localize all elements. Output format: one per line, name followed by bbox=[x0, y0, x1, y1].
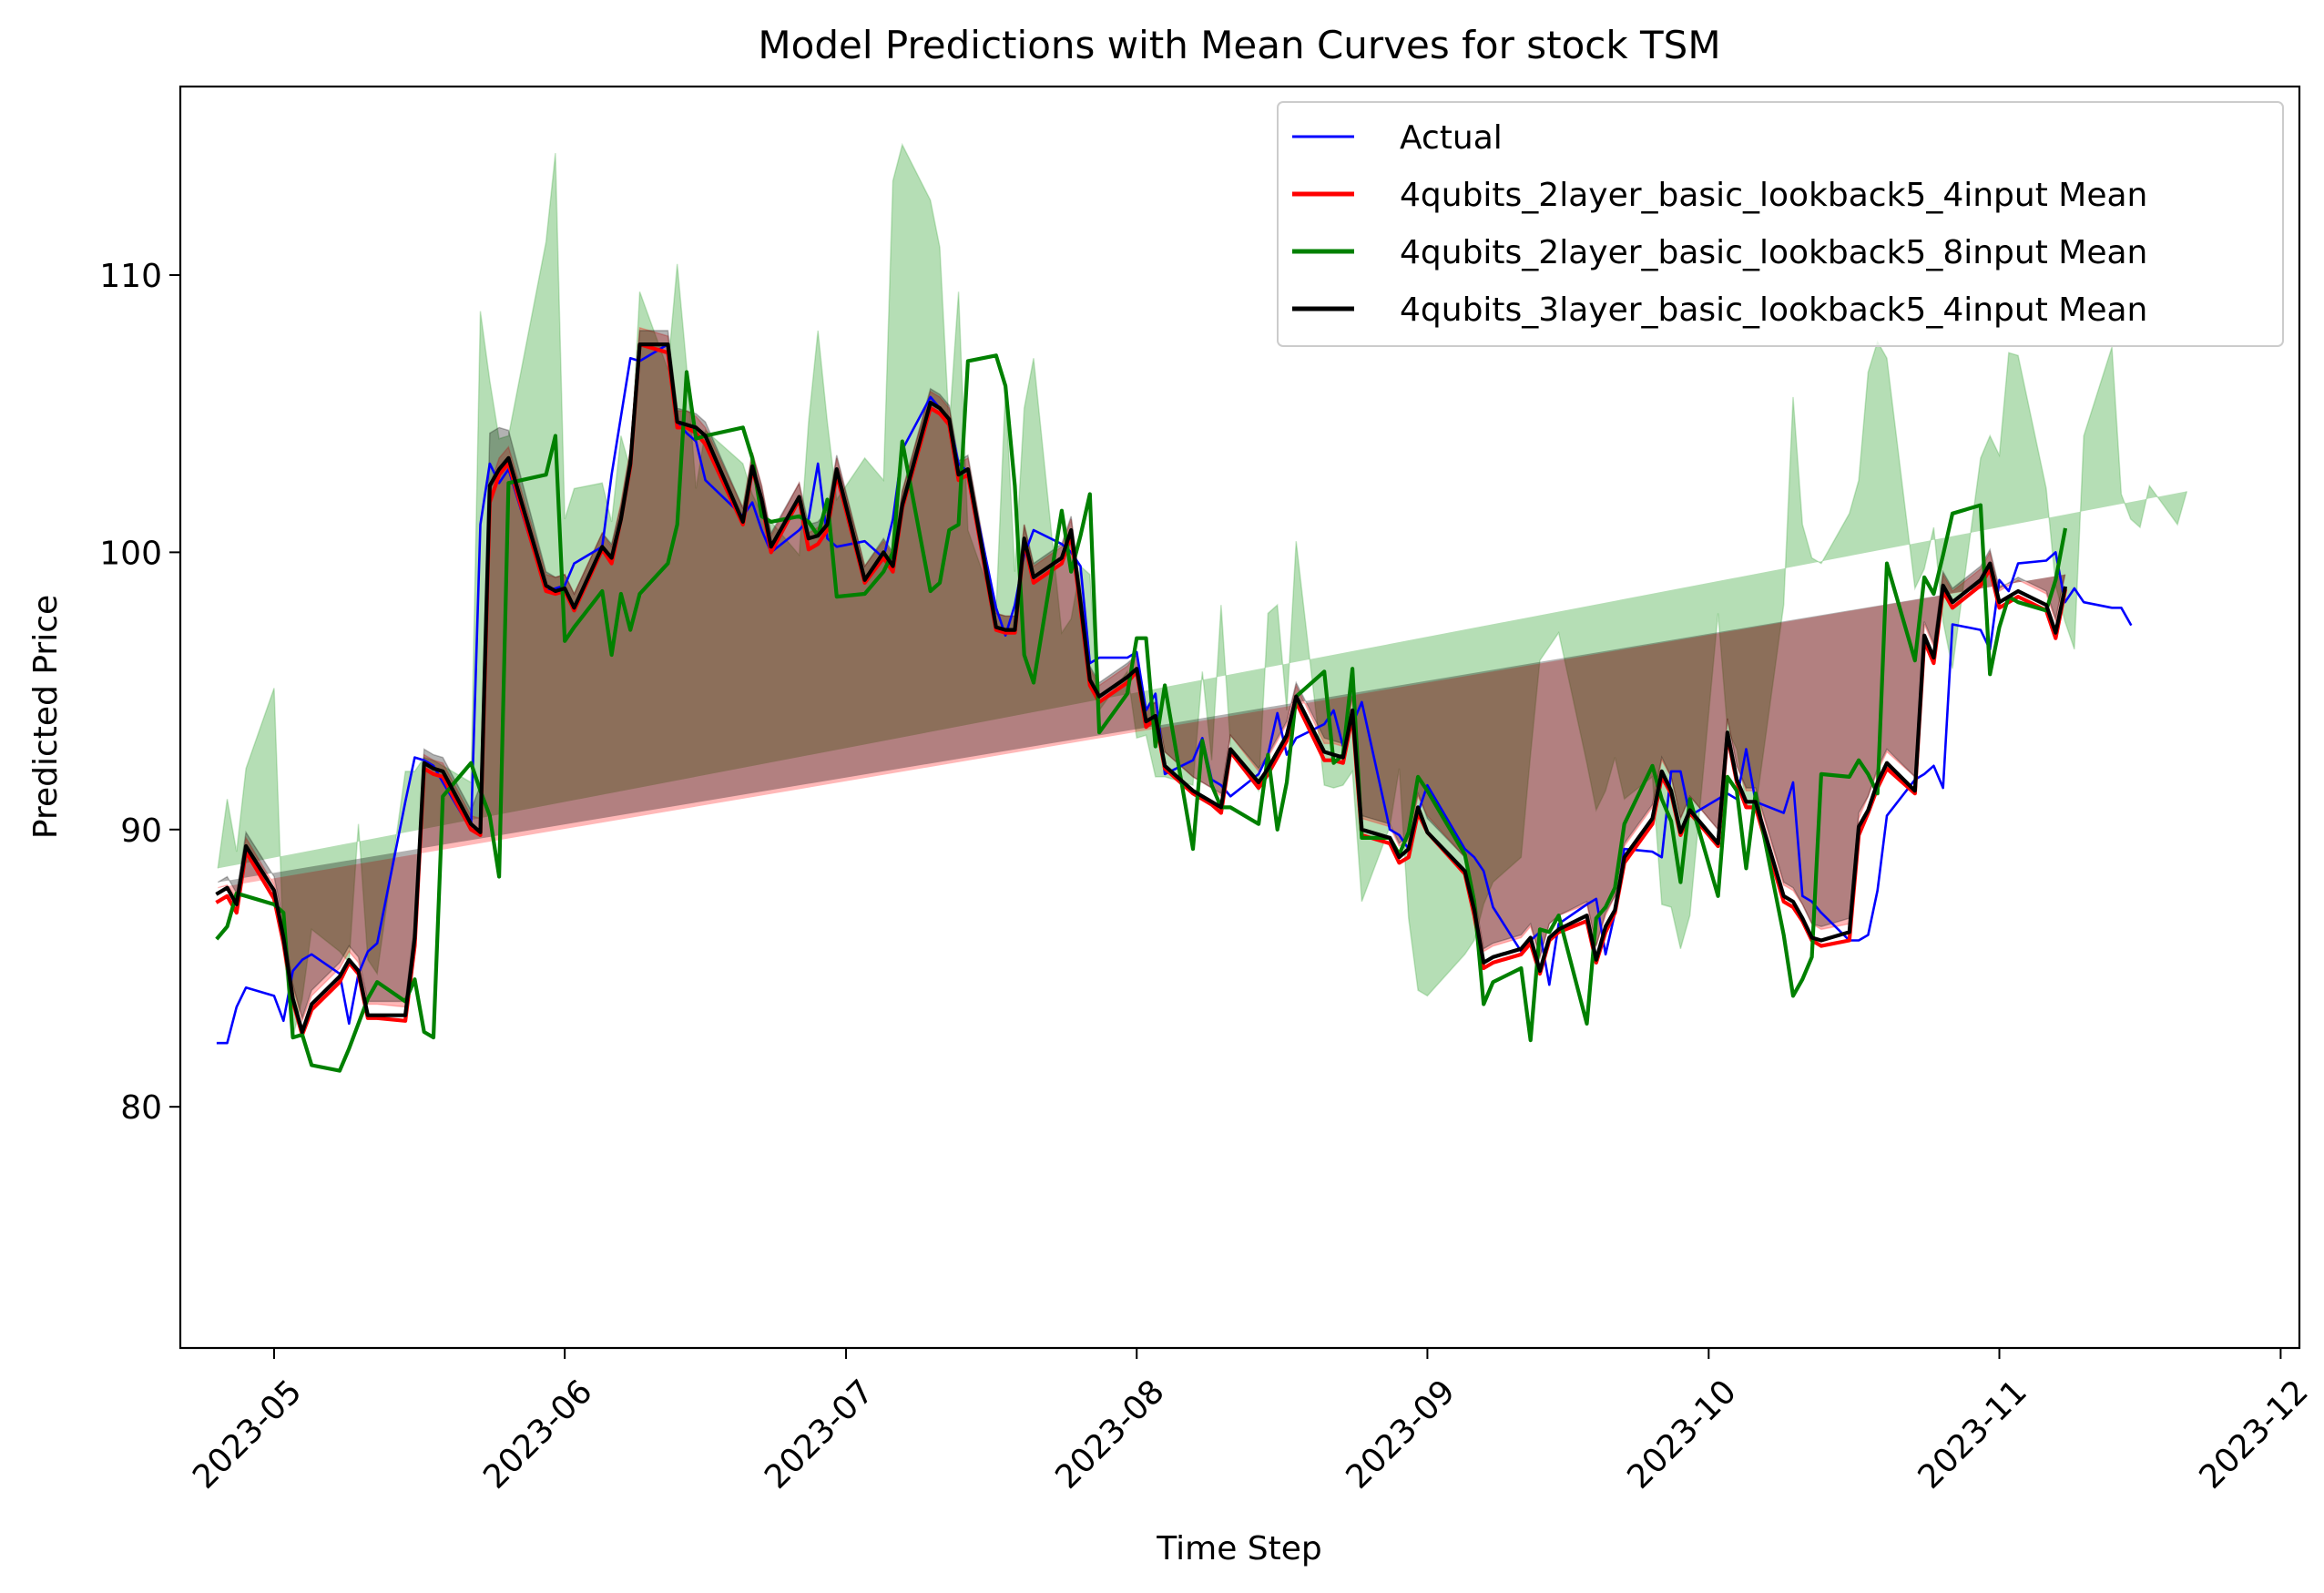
x-tick-label: 2023-12 bbox=[2193, 1373, 2316, 1496]
series-line-3 bbox=[215, 342, 2068, 1035]
y-tick-label: 90 bbox=[120, 812, 162, 850]
x-tick-label: 2023-09 bbox=[1340, 1373, 1463, 1496]
y-axis: 80 90 100 110 bbox=[99, 258, 180, 1127]
legend-label-2: 4qubits_2layer_basic_lookback5_8input Me… bbox=[1400, 234, 2147, 271]
chart-title: Model Predictions with Mean Curves for s… bbox=[758, 23, 1720, 67]
x-axis-label: Time Step bbox=[1156, 1530, 1322, 1567]
y-axis-label: Predicted Price bbox=[27, 595, 65, 839]
x-axis: 2023-05 2023-06 2023-07 2023-08 2023-09 2023-… bbox=[186, 1348, 2316, 1496]
x-tick-label: 2023-07 bbox=[758, 1373, 881, 1496]
legend-label-3: 4qubits_3layer_basic_lookback5_4input Me… bbox=[1400, 291, 2147, 329]
plot-area bbox=[178, 85, 2301, 1350]
series-lines bbox=[215, 342, 2133, 1073]
y-tick-label: 80 bbox=[120, 1089, 162, 1127]
legend-box bbox=[1277, 101, 2284, 347]
x-tick-label: 2023-11 bbox=[1911, 1373, 2034, 1496]
plot-frame bbox=[178, 85, 2301, 1350]
x-tick-label: 2023-08 bbox=[1048, 1373, 1171, 1496]
legend-label-0: Actual bbox=[1400, 119, 1503, 157]
x-tick-label: 2023-10 bbox=[1620, 1373, 1743, 1496]
x-tick-label: 2023-05 bbox=[186, 1373, 309, 1496]
x-tick-label: 2023-06 bbox=[476, 1373, 599, 1496]
y-tick-label: 110 bbox=[99, 258, 162, 295]
y-tick-label: 100 bbox=[99, 535, 162, 572]
legend-label-1: 4qubits_2layer_basic_lookback5_4input Me… bbox=[1400, 177, 2147, 214]
legend: Actual 4qubits_2layer_basic_lookback5_4in… bbox=[1277, 101, 2284, 347]
